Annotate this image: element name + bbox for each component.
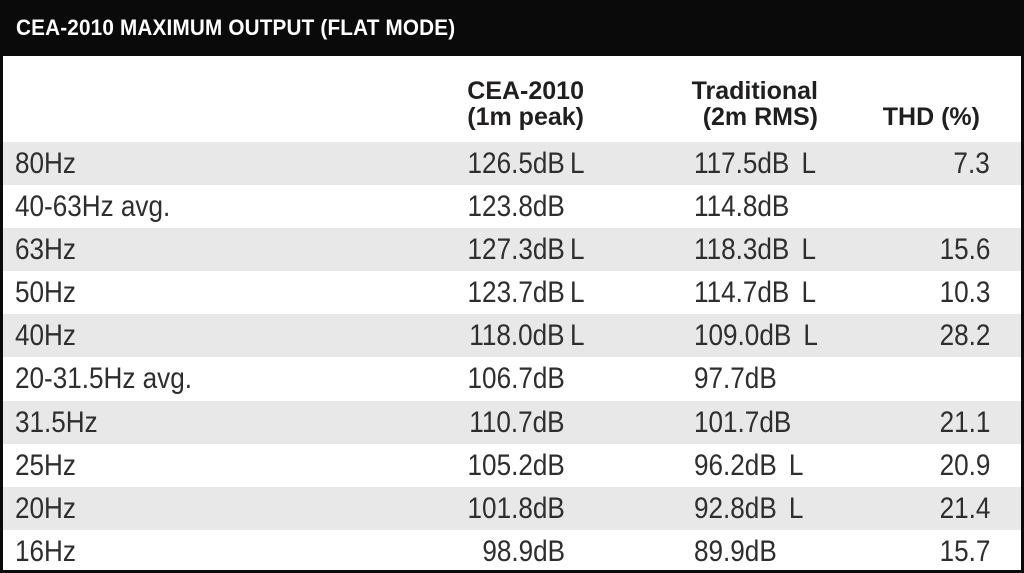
col-header-traditional-line2: (2m RMS) <box>702 103 818 131</box>
trad-value: 96.2dB L <box>694 448 804 482</box>
row-label: 40Hz <box>15 319 76 353</box>
table-row: 25Hz 105.2dB 96.2dB L 20.9 <box>3 443 1021 487</box>
table-row: 20Hz 101.8dB 92.8dB L 21.4 <box>3 486 1021 530</box>
row-label: 63Hz <box>15 233 76 267</box>
trad-l-flag: L <box>801 276 817 310</box>
cea-value: 106.7dB <box>467 362 565 396</box>
trad-l-flag: L <box>803 319 818 353</box>
col-header-traditional: Traditional (2m RMS) <box>603 78 818 130</box>
cea-value: 123.7dB <box>467 276 565 310</box>
row-label: 31.5Hz <box>15 405 98 439</box>
trad-value: 118.3dB L <box>694 233 817 267</box>
cea-l-flag <box>570 401 600 444</box>
thd-value: 21.4 <box>939 491 990 525</box>
col-header-cea2010-line2: (1m peak) <box>467 103 584 131</box>
col-header-cea2010: CEA-2010 (1m peak) <box>440 78 584 130</box>
thd-value <box>853 357 990 400</box>
trad-value: 92.8dB L <box>694 491 804 525</box>
col-header-cea2010-line1: CEA-2010 <box>467 77 584 105</box>
table-row: 40-63Hz avg. 123.8dB 114.8dB <box>3 185 1021 229</box>
table-row: 80Hz 126.5dB L 117.5dB L 7.3 <box>3 142 1021 186</box>
trad-value: 97.7dB <box>694 362 777 396</box>
column-headers: CEA-2010 (1m peak) Traditional (2m RMS) … <box>3 56 1021 142</box>
row-label: 40-63Hz avg. <box>15 190 171 224</box>
trad-value: 89.9dB <box>694 534 777 568</box>
thd-value: 7.3 <box>953 147 990 180</box>
cea-value: 98.9dB <box>482 534 565 568</box>
row-label: 20-31.5Hz avg. <box>15 362 193 396</box>
col-header-traditional-line1: Traditional <box>691 77 818 105</box>
cea-l-flag: L <box>570 319 585 353</box>
title-bar: CEA-2010 MAXIMUM OUTPUT (FLAT MODE) <box>3 0 1021 56</box>
table-body: 80Hz 126.5dB L 117.5dB L 7.3 40-63Hz avg.… <box>3 142 1021 570</box>
cea-l-flag: L <box>570 276 585 310</box>
table-row: 16Hz 98.9dB 89.9dB 15.7 <box>3 529 1021 570</box>
row-label: 80Hz <box>15 147 76 180</box>
cea-value: 110.7dB <box>469 405 565 439</box>
cea-l-flag <box>570 444 600 487</box>
table-title: CEA-2010 MAXIMUM OUTPUT (FLAT MODE) <box>16 15 456 40</box>
trad-value: 109.0dB L <box>694 319 818 353</box>
row-label: 25Hz <box>15 448 76 482</box>
cea-value: 105.2dB <box>467 448 565 482</box>
cea-l-flag <box>570 487 600 530</box>
cea-l-flag <box>570 185 600 228</box>
trad-l-flag: L <box>788 491 804 525</box>
table-row: 63Hz 127.3dB L 118.3dB L 15.6 <box>3 228 1021 272</box>
col-header-thd: THD (%) <box>882 103 980 131</box>
trad-l-flag: L <box>801 233 817 267</box>
trad-l-flag: L <box>788 448 804 482</box>
thd-value <box>853 185 990 228</box>
trad-value: 114.8dB <box>694 190 790 224</box>
table-row: 50Hz 123.7dB L 114.7dB L 10.3 <box>3 271 1021 315</box>
cea-value: 123.8dB <box>467 190 565 224</box>
thd-value: 21.1 <box>939 405 990 439</box>
thd-value: 20.9 <box>939 448 990 482</box>
cea-l-flag: L <box>570 233 585 267</box>
cea-l-flag: L <box>570 147 585 180</box>
thd-value: 15.6 <box>939 233 990 267</box>
cea-l-flag <box>570 357 600 400</box>
trad-value: 101.7dB <box>694 405 792 439</box>
table-row: 20-31.5Hz avg. 106.7dB 97.7dB <box>3 357 1021 401</box>
thd-value: 10.3 <box>939 276 990 310</box>
thd-value: 28.2 <box>939 319 990 353</box>
trad-l-flag: L <box>801 147 817 180</box>
cea-value: 118.0dB <box>469 319 565 353</box>
row-label: 20Hz <box>15 491 76 525</box>
cea-value: 101.8dB <box>467 491 565 525</box>
cea-value: 126.5dB <box>467 147 565 180</box>
cea-value: 127.3dB <box>467 233 565 267</box>
trad-value: 117.5dB L <box>694 147 817 180</box>
cea-l-flag <box>570 530 600 570</box>
row-label: 50Hz <box>15 276 76 310</box>
table-row: 31.5Hz 110.7dB 101.7dB 21.1 <box>3 400 1021 444</box>
table-row: 40Hz 118.0dB L 109.0dB L 28.2 <box>3 314 1021 358</box>
thd-value: 15.7 <box>939 534 990 568</box>
row-label: 16Hz <box>15 534 76 568</box>
trad-value: 114.7dB L <box>694 276 817 310</box>
